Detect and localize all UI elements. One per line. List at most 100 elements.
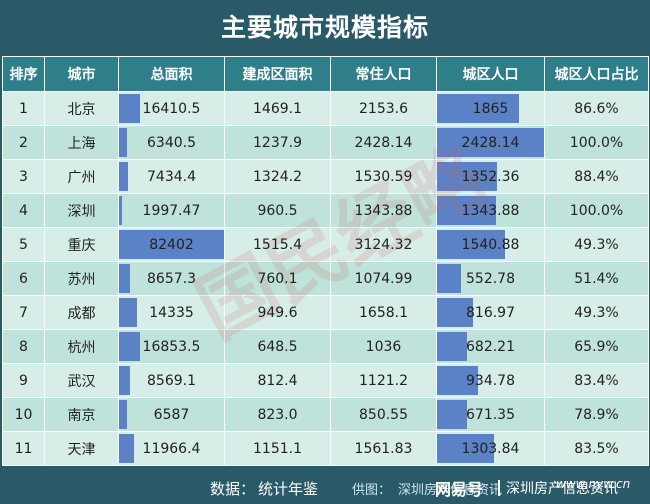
cell-built-area: 823.0 [224, 397, 331, 432]
cell-total-area-value: 11966.4 [142, 440, 201, 457]
cell-urban-ratio-value: 49.3% [574, 236, 619, 253]
cell-total-area: 82402 [118, 227, 225, 262]
cell-urban-ratio-value: 86.6% [574, 100, 619, 117]
cell-built-area-value: 648.5 [257, 338, 298, 355]
header-urban-ratio: 城区人口占比 [544, 56, 649, 92]
cell-city-value: 南京 [67, 407, 96, 424]
cell-built-area: 648.5 [224, 329, 331, 364]
cell-urban-pop-value: 2428.14 [461, 134, 520, 151]
data-bar [119, 264, 131, 293]
cell-rank: 1 [2, 91, 45, 126]
cell-urban-pop-value: 1352.36 [461, 168, 520, 185]
cell-resident-pop: 1658.1 [330, 295, 437, 330]
table-row: 11 天津 11966.4 1151.1 1561.83 1303.84 83.5% [2, 431, 649, 466]
cell-urban-ratio-value: 83.4% [574, 372, 619, 389]
cell-built-area: 1324.2 [224, 159, 331, 194]
cell-resident-pop: 1343.88 [330, 193, 437, 228]
cell-resident-pop: 850.55 [330, 397, 437, 432]
cell-urban-pop: 1343.88 [436, 193, 545, 228]
cell-resident-pop: 1561.83 [330, 431, 437, 466]
table-row: 1 北京 16410.5 1469.1 2153.6 1865 86.6% [2, 91, 649, 126]
cell-rank: 9 [2, 363, 45, 398]
cell-total-area: 16410.5 [118, 91, 225, 126]
cell-resident-pop-value: 1561.83 [354, 440, 413, 457]
data-bar [437, 366, 479, 395]
cell-city: 天津 [44, 431, 119, 466]
table-row: 7 成都 14335 949.6 1658.1 816.97 49.3% [2, 295, 649, 330]
cell-urban-pop-value: 552.78 [466, 270, 515, 287]
cell-total-area: 14335 [118, 295, 225, 330]
table-row: 10 南京 6587 823.0 850.55 671.35 78.9% [2, 397, 649, 432]
cell-built-area-value: 949.6 [257, 304, 298, 321]
cell-total-area: 8569.1 [118, 363, 225, 398]
cell-rank: 3 [2, 159, 45, 194]
cell-city-value: 武汉 [67, 373, 96, 390]
data-bar [119, 400, 128, 429]
cell-urban-pop: 682.21 [436, 329, 545, 364]
data-bar [437, 400, 467, 429]
table-row: 8 杭州 16853.5 648.5 1036 682.21 65.9% [2, 329, 649, 364]
cell-urban-pop-value: 1540.88 [461, 236, 520, 253]
source-value: 统计年鉴 [258, 480, 319, 498]
cell-urban-pop: 2428.14 [436, 125, 545, 160]
data-bar [437, 196, 497, 225]
cell-urban-pop-value: 934.78 [466, 372, 515, 389]
cell-total-area-value: 1997.47 [142, 202, 201, 219]
cell-resident-pop-value: 1343.88 [354, 202, 413, 219]
cell-urban-ratio: 100.0% [544, 125, 649, 160]
cell-resident-pop-value: 1036 [365, 338, 402, 355]
table-row: 6 苏州 8657.3 760.1 1074.99 552.78 51.4% [2, 261, 649, 296]
cell-city: 南京 [44, 397, 119, 432]
watermark-platform: 网易号 [435, 480, 484, 499]
cell-total-area-value: 14335 [149, 304, 194, 321]
data-bar [119, 162, 129, 191]
cell-resident-pop-value: 1121.2 [359, 372, 408, 389]
cell-rank-value: 3 [19, 168, 28, 185]
cell-city-value: 上海 [67, 135, 96, 152]
cell-built-area: 760.1 [224, 261, 331, 296]
data-bar [119, 298, 138, 327]
data-bar [119, 94, 140, 123]
cell-urban-ratio: 88.4% [544, 159, 649, 194]
cell-resident-pop: 1530.59 [330, 159, 437, 194]
cell-city-value: 北京 [67, 101, 96, 118]
data-bar [437, 94, 520, 123]
data-bar [437, 434, 495, 463]
footer: 数据： 统计年鉴 供图： 深圳房产信息资讯 网易号 深圳房产信息资讯 www.n… [0, 471, 650, 504]
credit-value: 深圳房产信息资讯 [398, 483, 503, 498]
data-bar [119, 332, 141, 361]
cell-total-area-value: 16853.5 [142, 338, 201, 355]
cell-urban-pop-value: 671.35 [466, 406, 515, 423]
cell-total-area-value: 82402 [149, 236, 194, 253]
cell-resident-pop: 3124.32 [330, 227, 437, 262]
cell-urban-ratio-value: 65.9% [574, 338, 619, 355]
cell-built-area-value: 1151.1 [253, 440, 302, 457]
cell-urban-pop-value: 1343.88 [461, 202, 520, 219]
cell-urban-pop: 1865 [436, 91, 545, 126]
cell-rank-value: 2 [19, 134, 28, 151]
cell-rank-value: 6 [19, 270, 28, 287]
cell-city: 北京 [44, 91, 119, 126]
data-bar [437, 298, 473, 327]
cell-city-value: 成都 [67, 305, 96, 322]
cell-built-area-value: 1237.9 [253, 134, 302, 151]
cell-total-area: 7434.4 [118, 159, 225, 194]
cell-rank-value: 7 [19, 304, 28, 321]
cell-total-area-value: 6587 [153, 406, 190, 423]
cell-total-area: 16853.5 [118, 329, 225, 364]
cell-built-area-value: 823.0 [257, 406, 298, 423]
header-resident-pop: 常住人口 [330, 56, 437, 92]
data-bar [119, 128, 128, 157]
table-row: 4 深圳 1997.47 960.5 1343.88 1343.88 100.0% [2, 193, 649, 228]
cell-built-area: 949.6 [224, 295, 331, 330]
cell-resident-pop-value: 3124.32 [354, 236, 413, 253]
cell-built-area-value: 1515.4 [253, 236, 302, 253]
cell-city-value: 重庆 [67, 237, 96, 254]
cell-city-value: 广州 [67, 169, 96, 186]
watermark-url: www.nyw.cn [556, 477, 631, 491]
cell-rank: 10 [2, 397, 45, 432]
cell-built-area-value: 812.4 [257, 372, 298, 389]
data-bar [437, 264, 462, 293]
cell-rank: 7 [2, 295, 45, 330]
